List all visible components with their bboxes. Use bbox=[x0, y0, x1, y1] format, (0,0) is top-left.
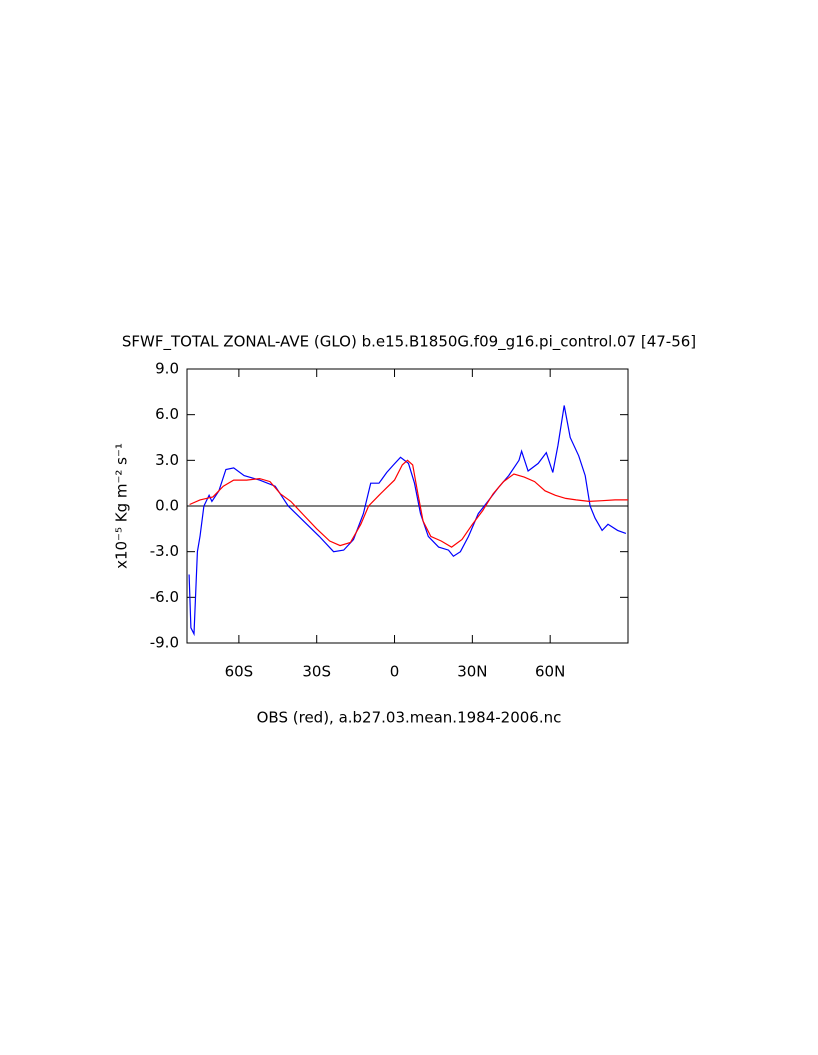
y-tick-label: 9.0 bbox=[155, 360, 179, 378]
y-tick-label: 3.0 bbox=[155, 451, 179, 469]
x-tick-label: 30S bbox=[302, 663, 331, 681]
x-axis-label: OBS (red), a.b27.03.mean.1984-2006.nc bbox=[257, 709, 562, 727]
x-tick-label: 0 bbox=[390, 663, 400, 681]
y-tick-label: -6.0 bbox=[150, 588, 179, 606]
data-line bbox=[189, 459, 628, 548]
y-tick-label: 0.0 bbox=[155, 497, 179, 515]
y-axis-label: x10⁻⁵ Kg m⁻² s⁻¹ bbox=[113, 443, 131, 569]
chart-title: SFWF_TOTAL ZONAL-AVE (GLO) b.e15.B1850G.… bbox=[122, 333, 696, 352]
x-tick-label: 60S bbox=[225, 663, 254, 681]
x-tick-label: 30N bbox=[457, 663, 487, 681]
data-line bbox=[188, 405, 627, 637]
y-tick-label: 6.0 bbox=[155, 405, 179, 423]
y-tick-label: -9.0 bbox=[150, 634, 179, 652]
x-tick-label: 60N bbox=[535, 663, 565, 681]
y-tick-label: -3.0 bbox=[150, 542, 179, 560]
